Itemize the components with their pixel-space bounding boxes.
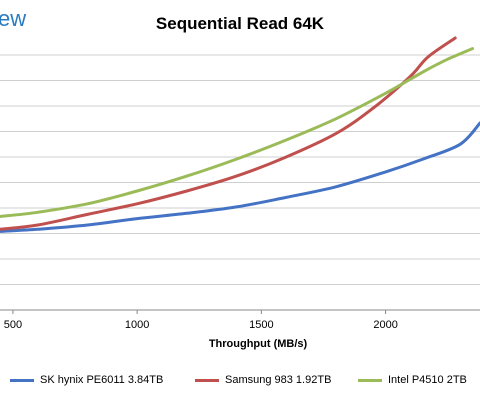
- legend-label: SK hynix PE6011 3.84TB: [40, 374, 164, 386]
- x-axis-title: Throughput (MB/s): [209, 338, 308, 350]
- gridlines: [0, 54, 480, 311]
- x-tick-label: 1500: [249, 319, 273, 331]
- series-line-0: [0, 121, 480, 233]
- x-tick-labels: 500 1000 1500 2000: [4, 310, 398, 331]
- series-line-1: [0, 36, 457, 231]
- legend-item: Samsung 983 1.92TB: [195, 374, 331, 386]
- x-tick-label: 1000: [125, 319, 149, 331]
- legend-swatch: [10, 378, 34, 382]
- x-tick-label: 500: [4, 319, 22, 331]
- legend-swatch: [358, 378, 382, 382]
- chart-title: Sequential Read 64K: [155, 14, 325, 33]
- legend-item: Intel P4510 2TB: [358, 374, 467, 386]
- brand-logo-fragment: ew: [0, 6, 27, 31]
- legend-label: Intel P4510 2TB: [388, 374, 467, 386]
- x-tick-label: 2000: [373, 319, 397, 331]
- series-line-2: [0, 47, 474, 218]
- legend-label: Samsung 983 1.92TB: [225, 374, 332, 386]
- series-layer: [0, 36, 480, 233]
- legend-swatch: [195, 378, 219, 382]
- legend-item: SK hynix PE6011 3.84TB: [10, 374, 163, 386]
- legend: SK hynix PE6011 3.84TB Samsung 983 1.92TB…: [0, 370, 480, 390]
